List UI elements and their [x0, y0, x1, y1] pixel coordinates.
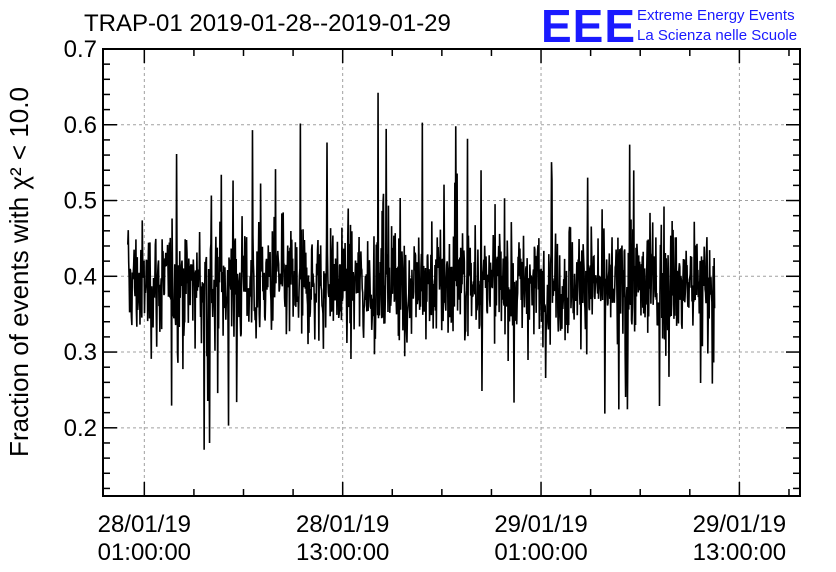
- x-tick-date: 28/01/19: [296, 511, 389, 538]
- logo-mark: EEE: [541, 0, 636, 52]
- y-axis-label: Fraction of events with χ² < 10.0: [4, 87, 34, 457]
- chart-title: TRAP-01 2019-01-28--2019-01-29: [84, 10, 451, 37]
- y-tick-label: 0.5: [64, 188, 97, 215]
- logo-line-2: La Scienza nelle Scuole: [637, 27, 797, 44]
- x-tick-time: 13:00:00: [693, 539, 786, 566]
- y-tick-label: 0.6: [64, 112, 97, 139]
- data-series-line: [126, 92, 716, 450]
- x-tick-date: 29/01/19: [693, 511, 786, 538]
- y-tick-label: 0.2: [64, 415, 97, 442]
- y-tick-label: 0.7: [64, 36, 97, 63]
- eee-logo: EEE Extreme Energy Events La Scienza nel…: [541, 0, 797, 52]
- y-tick-label: 0.3: [64, 339, 97, 366]
- x-tick-date: 28/01/19: [98, 511, 191, 538]
- ticks: 0.20.30.40.50.60.728/01/1901:00:0028/01/…: [64, 36, 800, 566]
- x-tick-date: 29/01/19: [494, 511, 587, 538]
- x-tick-time: 13:00:00: [296, 539, 389, 566]
- plot-frame: [102, 48, 801, 497]
- data-layer: [126, 92, 716, 450]
- x-tick-time: 01:00:00: [494, 539, 587, 566]
- x-tick-time: 01:00:00: [98, 539, 191, 566]
- y-tick-label: 0.4: [64, 263, 97, 290]
- logo-line-1: Extreme Energy Events: [637, 7, 795, 24]
